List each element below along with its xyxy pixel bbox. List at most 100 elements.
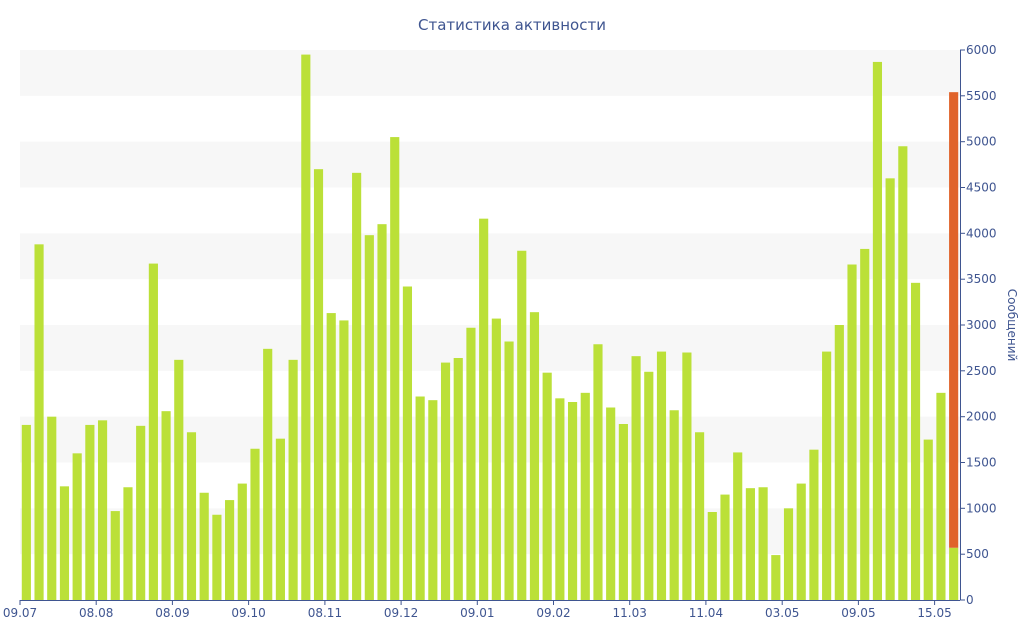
bar [301, 54, 311, 600]
bar [669, 410, 679, 600]
bar [263, 348, 273, 600]
bar [491, 318, 501, 600]
bar [352, 172, 362, 600]
bar [97, 420, 108, 600]
bar [377, 224, 387, 601]
bar [656, 351, 667, 600]
y-tick-label: 6000 [966, 43, 997, 57]
bar [136, 425, 146, 600]
bar [174, 359, 184, 600]
bar [85, 424, 95, 600]
bar [415, 396, 425, 600]
bar [504, 341, 514, 600]
bar [34, 244, 44, 600]
bar [644, 371, 654, 600]
bar [390, 137, 400, 600]
bar [364, 235, 374, 601]
bar [326, 313, 336, 600]
bar [440, 362, 451, 600]
y-tick-label: 3500 [966, 272, 997, 286]
bar [771, 555, 781, 600]
bar [580, 392, 590, 600]
bar [402, 286, 413, 600]
bar [618, 424, 628, 600]
bar [161, 411, 171, 600]
y-tick-label: 5500 [966, 89, 997, 103]
bar [199, 492, 209, 600]
bar [720, 494, 730, 600]
bar [885, 178, 895, 600]
grid-band [20, 50, 960, 96]
grid-band [20, 233, 960, 280]
bar [466, 327, 476, 600]
y-axis-ticks: 0 500 1000 1500 2000 2500 3000 3500 4000 4500 5000… [960, 43, 997, 607]
bar [606, 407, 616, 600]
bar [758, 487, 768, 600]
y-tick-label: 1500 [966, 456, 997, 470]
bar [898, 146, 908, 600]
x-tick-label: 11.03 [613, 606, 647, 620]
bar [47, 416, 57, 600]
bar [123, 487, 133, 600]
bar [949, 547, 959, 600]
bar [250, 448, 260, 600]
y-tick-label: 0 [966, 593, 974, 607]
x-tick-label: 08.08 [79, 606, 113, 620]
y-tick-label: 5000 [966, 135, 997, 149]
x-tick-label: 08.11 [308, 606, 342, 620]
bar [847, 264, 857, 600]
bar [542, 372, 552, 600]
bar [148, 263, 158, 600]
y-tick-label: 4500 [966, 181, 997, 195]
y-axis-label: Сообщений [1005, 289, 1019, 362]
bar [910, 282, 921, 600]
bar [72, 453, 82, 600]
x-tick-label: 08.09 [155, 606, 189, 620]
x-tick-label: 09.05 [841, 606, 875, 620]
bar [809, 449, 819, 600]
x-tick-label: 15.05 [917, 606, 951, 620]
y-tick-label: 2500 [966, 364, 997, 378]
bar [872, 61, 883, 601]
bar [428, 400, 438, 600]
bar [479, 218, 489, 601]
x-tick-label: 11.04 [689, 606, 723, 620]
bar [21, 424, 31, 600]
bar [822, 351, 832, 600]
bar [695, 432, 705, 600]
bar [631, 356, 641, 600]
highlight-bar [949, 92, 959, 548]
x-tick-label: 09.10 [231, 606, 265, 620]
bar [834, 325, 844, 600]
grid-band [20, 508, 960, 555]
bar [110, 511, 120, 600]
bar [237, 483, 247, 600]
bar [275, 438, 285, 600]
bar [529, 312, 540, 600]
bar [783, 508, 794, 600]
bar [745, 488, 755, 600]
grid-band [20, 141, 960, 188]
bar [923, 439, 933, 600]
y-tick-label: 500 [966, 547, 989, 561]
y-tick-label: 2000 [966, 410, 997, 424]
bar [733, 452, 743, 600]
bar [212, 514, 222, 600]
x-tick-label: 09.01 [460, 606, 494, 620]
x-tick-label: 09.02 [536, 606, 570, 620]
x-tick-label: 09.07 [3, 606, 37, 620]
y-tick-label: 4000 [966, 226, 997, 240]
grid-band [20, 416, 960, 463]
bar [288, 359, 298, 600]
chart-title: Статистика активности [418, 16, 606, 34]
grid-bands [20, 50, 960, 555]
bar [796, 483, 806, 600]
bar [567, 402, 578, 600]
bar [860, 248, 870, 601]
bar [313, 169, 324, 601]
bar [59, 486, 70, 600]
grid-band [20, 325, 960, 371]
bar [517, 250, 527, 600]
bar [225, 500, 235, 600]
